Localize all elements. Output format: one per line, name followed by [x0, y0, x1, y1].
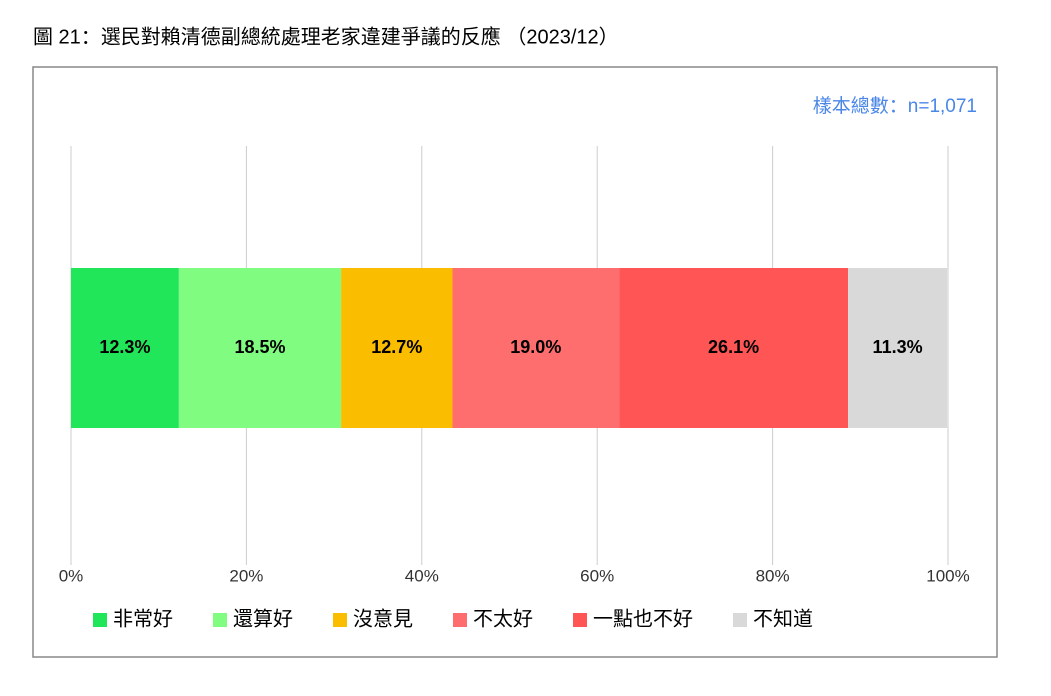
legend-label: 不太好: [473, 607, 533, 630]
value-label: 19.0%: [510, 337, 561, 357]
sample-note: 樣本總數：n=1,071: [813, 95, 977, 117]
legend-swatch: [213, 613, 227, 627]
bar-segment: [848, 268, 948, 428]
legend-swatch: [93, 613, 107, 627]
bar-segment: [71, 268, 179, 428]
value-label: 11.3%: [873, 337, 923, 357]
value-label: 26.1%: [708, 337, 759, 357]
value-label: 18.5%: [234, 337, 285, 357]
legend-swatch: [733, 613, 747, 627]
value-label: 12.3%: [99, 337, 150, 357]
x-tick-label: 60%: [580, 566, 614, 585]
legend-swatch: [453, 613, 467, 627]
x-tick-label: 100%: [926, 566, 969, 585]
legend-label: 還算好: [233, 607, 293, 630]
value-label: 12.7%: [371, 337, 422, 357]
bar-segment: [452, 268, 620, 428]
x-tick-label: 20%: [229, 566, 263, 585]
legend-label: 非常好: [113, 607, 173, 630]
bar-segment: [178, 268, 342, 428]
legend-label: 沒意見: [353, 607, 413, 630]
legend-swatch: [573, 613, 587, 627]
chart-title: 圖 21：選民對賴清德副總統處理老家違建爭議的反應 （2023/12）: [33, 24, 619, 48]
x-tick-label: 80%: [756, 566, 790, 585]
x-tick-label: 0%: [59, 566, 84, 585]
legend-label: 一點也不好: [593, 607, 693, 630]
legend-label: 不知道: [753, 607, 813, 630]
legend-swatch: [333, 613, 347, 627]
bar-segment: [341, 268, 453, 428]
bar-segment: [619, 268, 849, 428]
x-tick-label: 40%: [405, 566, 439, 585]
